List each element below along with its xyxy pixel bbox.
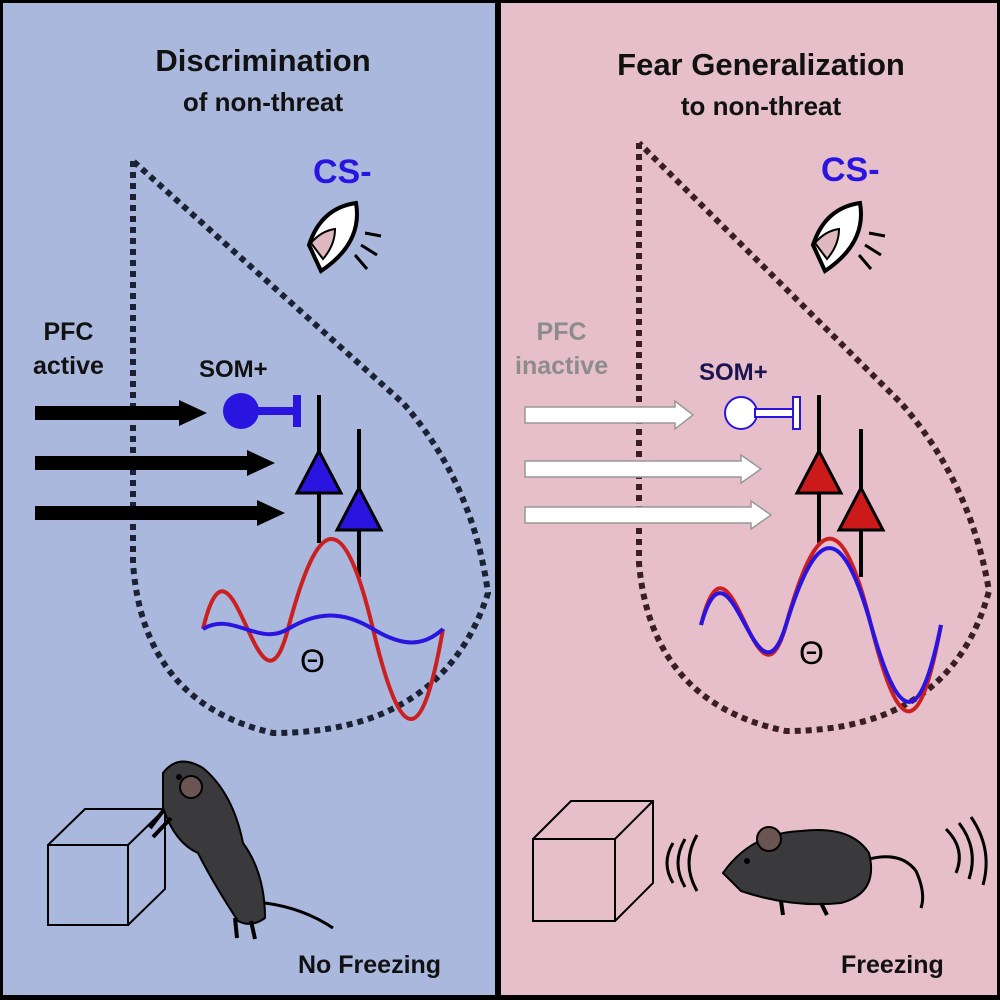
theta-waves	[699, 536, 943, 714]
pfc-label-line2: active	[33, 352, 104, 380]
panel-subtitle: of non-threat	[182, 87, 344, 117]
panel-fear-generalization: Fear Generalization to non-threat CS- PF…	[501, 3, 997, 995]
pfc-label-line1: PFC	[536, 318, 587, 346]
theta-label: Θ	[300, 643, 325, 679]
theta-waves	[201, 537, 445, 721]
pfc-label-line1: PFC	[43, 318, 94, 346]
pfc-label: PFC inactive	[515, 315, 608, 383]
som-interneuron	[724, 396, 801, 430]
pfc-label-line2: inactive	[515, 352, 609, 380]
panel-divider	[495, 0, 501, 1000]
pfc-arrows	[524, 399, 773, 531]
pfc-label: PFC active	[33, 315, 104, 383]
panel-left-art	[35, 158, 492, 940]
mouse-freezing-icon	[721, 826, 925, 916]
mouse-rearing-icon	[148, 760, 334, 940]
som-label: SOM+	[699, 359, 768, 386]
theta-label: Θ	[799, 635, 824, 671]
pyramidal-neurons	[794, 395, 886, 577]
pyramidal-neurons	[294, 395, 384, 577]
motion-lines-icon	[665, 816, 988, 892]
stimulus-label: CS-	[313, 153, 372, 191]
panel-title: Fear Generalization	[617, 47, 905, 82]
box-icon	[47, 808, 166, 926]
box-icon	[532, 800, 654, 922]
outcome-label: Freezing	[841, 951, 944, 979]
panel-subtitle: to non-threat	[680, 91, 842, 121]
amygdala-outline	[636, 140, 993, 735]
panel-right-art	[524, 140, 993, 922]
outcome-label: No Freezing	[298, 951, 442, 979]
stimulus-label: CS-	[821, 151, 880, 189]
panel-discrimination: Discrimination of non-threat CS- PFC act…	[3, 3, 495, 995]
eye-icon	[810, 200, 886, 274]
som-interneuron	[223, 393, 301, 429]
eye-icon	[306, 200, 382, 274]
amygdala-outline	[130, 158, 492, 737]
som-label: SOM+	[199, 356, 268, 383]
panel-title: Discrimination	[155, 43, 371, 78]
pfc-arrows	[35, 400, 285, 526]
